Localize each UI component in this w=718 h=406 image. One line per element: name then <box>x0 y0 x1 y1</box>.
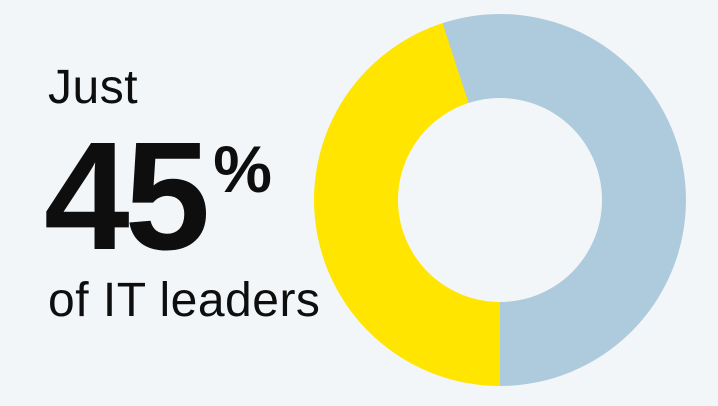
donut-hole <box>398 98 602 302</box>
donut-chart <box>314 14 686 386</box>
stat-value-row: 45 % <box>44 119 272 273</box>
stat-value: 45 <box>44 110 210 282</box>
stat-unit-percent: % <box>213 132 272 206</box>
stat-prefix: Just <box>48 61 139 114</box>
stat-suffix: of IT leaders <box>48 274 321 327</box>
